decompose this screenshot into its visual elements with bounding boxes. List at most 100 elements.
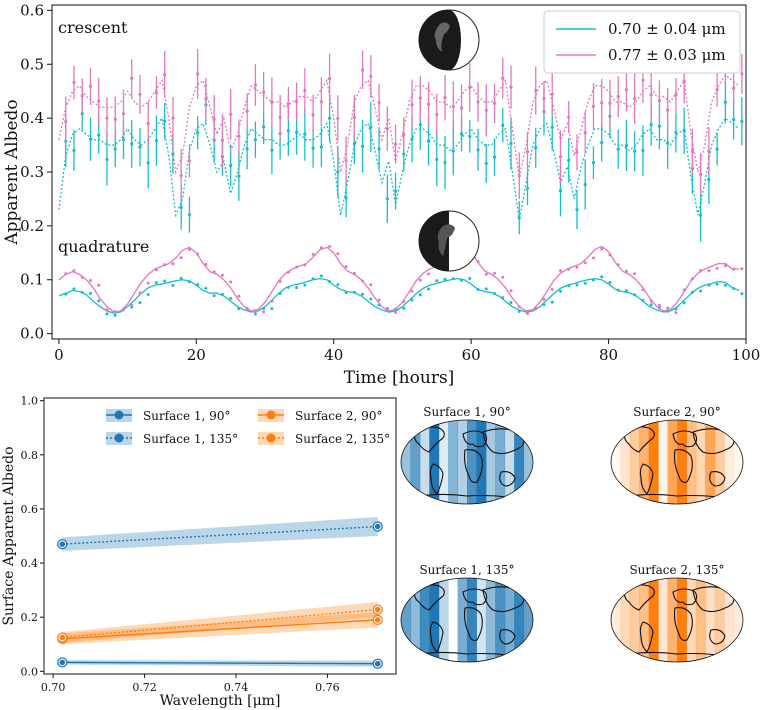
map-band <box>695 420 706 504</box>
top-data-point <box>484 108 488 112</box>
top-data-point <box>674 307 678 311</box>
bl-ytick-label: 0.4 <box>21 557 39 570</box>
top-data-point <box>699 289 703 293</box>
top-data-point <box>591 278 595 282</box>
top-data-point <box>303 263 307 267</box>
top-data-point <box>534 307 538 311</box>
top-data-point <box>88 291 92 295</box>
map-band <box>438 578 449 662</box>
top-data-point <box>97 133 101 137</box>
top-data-point <box>616 94 620 99</box>
top-data-point <box>517 309 521 313</box>
top-data-point <box>435 279 439 283</box>
top-data-point <box>146 281 150 285</box>
top-annotation-quadrature: quadrature <box>58 237 149 256</box>
top-data-point <box>699 213 703 217</box>
top-data-point <box>509 85 513 89</box>
top-data-point <box>707 269 711 273</box>
top-ylabel: Apparent Albedo <box>2 99 22 245</box>
top-model-line-crescent-0 <box>58 116 740 221</box>
top-data-point <box>286 285 290 289</box>
legend-label-cyan: 0.70 ± 0.04 μm <box>608 20 726 38</box>
top-data-point <box>286 102 290 106</box>
top-data-point <box>443 277 447 281</box>
top-data-point <box>237 294 241 298</box>
top-data-point <box>740 72 744 76</box>
top-data-point <box>476 288 480 292</box>
top-data-point <box>278 279 282 283</box>
top-data-point <box>179 276 183 280</box>
top-data-point <box>245 308 249 312</box>
top-data-point <box>715 266 719 270</box>
top-data-point <box>113 117 117 121</box>
bl-point <box>374 660 381 667</box>
top-data-point <box>237 307 241 311</box>
top-data-point <box>567 158 571 162</box>
top-data-point <box>80 94 84 98</box>
top-data-point <box>583 281 587 285</box>
map-coastline <box>623 426 655 453</box>
top-data-point <box>130 305 134 309</box>
top-data-point <box>426 102 431 106</box>
top-data-point <box>427 272 431 276</box>
top-data-point <box>484 287 488 291</box>
bl-legend-label-s1-135: Surface 1, 135° <box>143 432 238 446</box>
bl-point <box>59 659 66 666</box>
top-xtick-label: 100 <box>732 346 760 364</box>
top-ytick-label: 0.6 <box>20 1 44 19</box>
top-data-point <box>64 292 68 296</box>
top-data-point <box>80 290 84 294</box>
top-data-point <box>740 119 744 123</box>
bl-xtick-label: 0.70 <box>41 681 66 694</box>
top-data-point <box>303 89 307 93</box>
top-data-point <box>501 76 505 80</box>
bl-xtick-label: 0.72 <box>132 681 157 694</box>
top-data-point <box>732 267 736 271</box>
top-data-point <box>204 286 208 290</box>
top-data-point <box>410 103 414 107</box>
top-data-point <box>352 271 356 275</box>
top-data-point <box>278 291 282 295</box>
top-data-point <box>97 299 101 303</box>
top-data-point <box>608 253 612 257</box>
map-band <box>523 420 533 504</box>
top-data-point <box>732 287 736 291</box>
top-data-point <box>682 301 686 305</box>
top-data-point <box>575 283 579 287</box>
top-data-point <box>608 280 612 284</box>
bl-legend-label-s2-90: Surface 2, 90° <box>295 409 382 423</box>
top-data-point <box>262 90 266 94</box>
top-ytick-label: 0.0 <box>20 325 44 343</box>
map-coastline <box>462 588 488 606</box>
bl-band-1 <box>62 517 378 551</box>
top-data-point <box>550 92 554 96</box>
top-data-point <box>501 123 505 127</box>
top-data-point <box>558 268 562 272</box>
top-data-point <box>187 212 192 217</box>
top-data-point <box>88 84 93 88</box>
top-data-point <box>163 119 167 123</box>
top-data-point <box>220 273 224 277</box>
bl-series-line-2 <box>62 619 378 640</box>
top-data-point <box>542 303 546 307</box>
map-band <box>410 578 421 662</box>
top-data-point <box>509 289 513 293</box>
top-data-point <box>600 275 604 279</box>
top-data-point <box>344 158 348 163</box>
top-data-point <box>567 267 571 271</box>
top-data-point <box>328 280 332 284</box>
bl-ytick-label: 0.6 <box>21 503 39 516</box>
top-data-point <box>295 130 299 134</box>
map-band <box>504 578 515 662</box>
top-data-point <box>484 272 488 276</box>
top-data-point <box>311 146 315 150</box>
top-data-point <box>740 267 744 271</box>
top-data-point <box>319 274 323 278</box>
top-data-point <box>410 137 414 141</box>
top-data-point <box>171 152 175 156</box>
top-data-point <box>624 289 628 293</box>
top-data-point <box>344 291 348 295</box>
top-data-point <box>105 312 109 316</box>
top-data-point <box>583 131 587 135</box>
top-data-point <box>633 96 637 101</box>
